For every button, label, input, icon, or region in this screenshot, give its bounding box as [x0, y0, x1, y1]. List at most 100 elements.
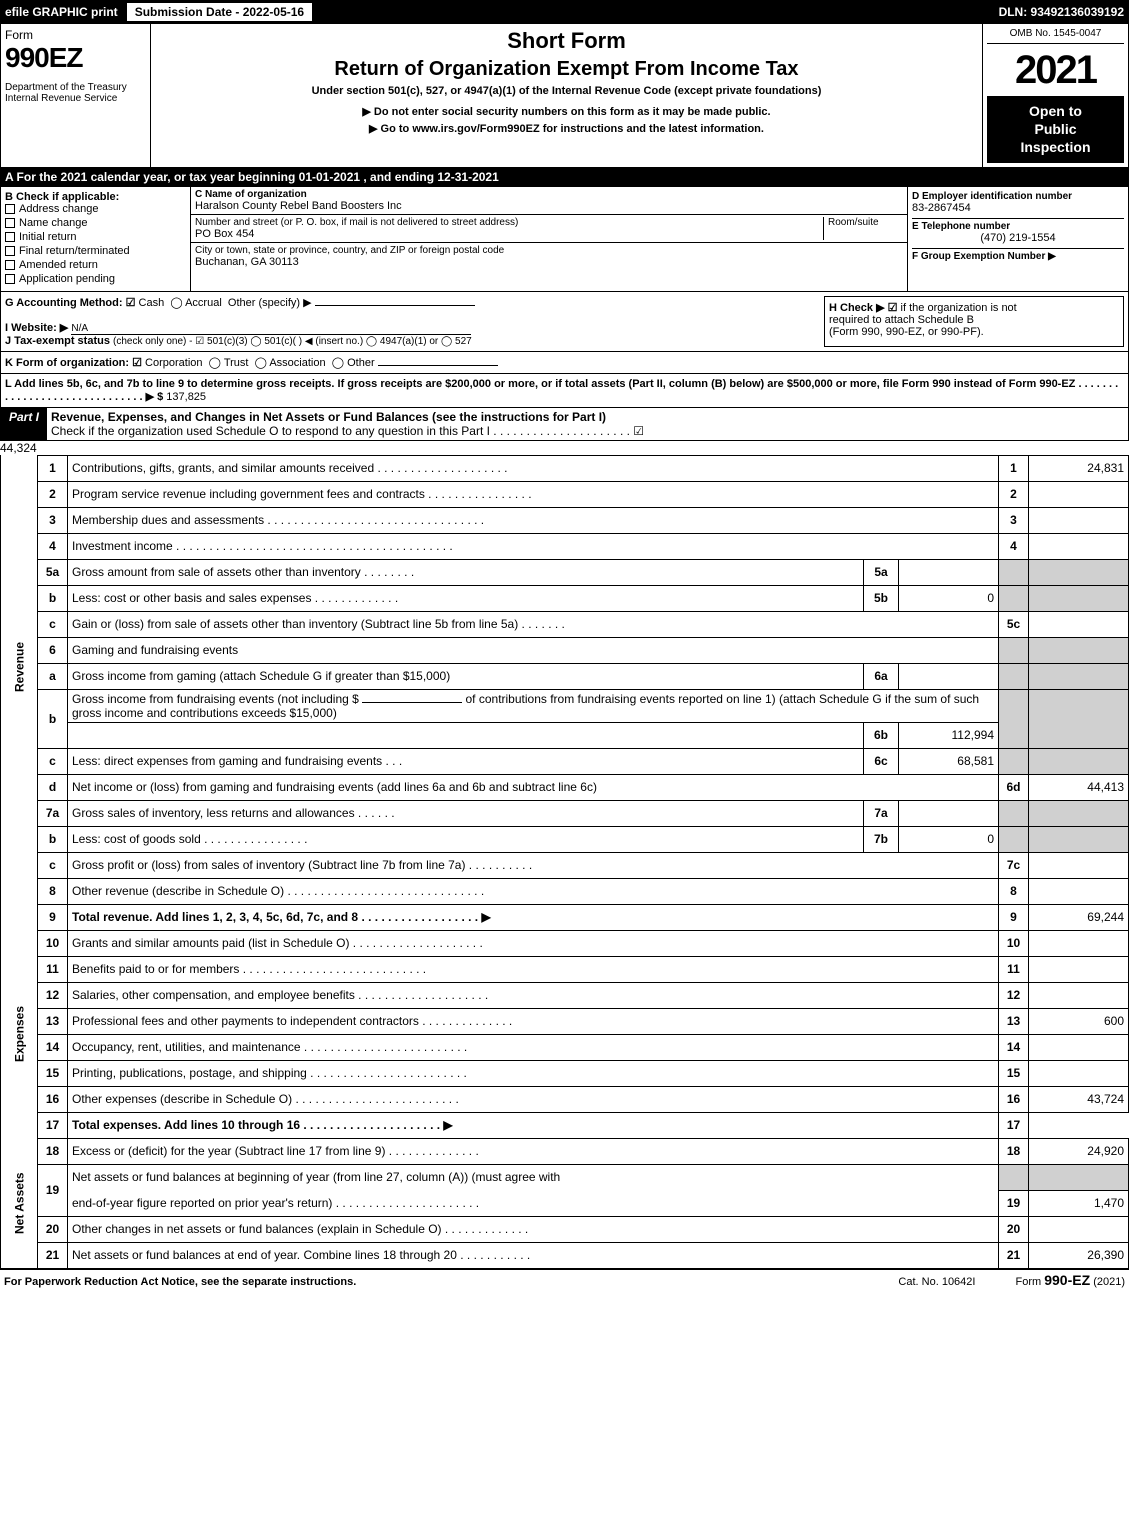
row-l: L Add lines 5b, 6c, and 7b to line 9 to … [0, 374, 1129, 408]
form-number: 990EZ [5, 42, 146, 74]
group-label: F Group Exemption Number ▶ [912, 248, 1124, 262]
table-row: Revenue 1Contributions, gifts, grants, a… [1, 455, 1129, 481]
table-row: 21Net assets or fund balances at end of … [1, 1242, 1129, 1268]
check-application-pending[interactable]: Application pending [5, 273, 186, 285]
checkbox-icon [5, 204, 15, 214]
net-assets-side-label: Net Assets [1, 1138, 38, 1268]
revenue-expenses-table: Revenue 1Contributions, gifts, grants, a… [0, 455, 1129, 1269]
table-row: Net Assets 18Excess or (deficit) for the… [1, 1138, 1129, 1164]
omb-number: OMB No. 1545-0047 [987, 28, 1124, 44]
open-public-line1: Open to [991, 102, 1120, 120]
form-header: Form 990EZ Department of the Treasury In… [0, 24, 1129, 168]
h-text3: (Form 990, 990-EZ, or 990-PF). [829, 326, 984, 338]
k-corp: Corporation [145, 357, 202, 369]
org-name-row: C Name of organization Haralson County R… [191, 187, 907, 215]
table-row: 13Professional fees and other payments t… [1, 1008, 1129, 1034]
footer-cat-no: Cat. No. 10642I [898, 1276, 975, 1288]
table-row: 17Total expenses. Add lines 10 through 1… [1, 1112, 1129, 1138]
g-cash: Cash [139, 297, 165, 309]
check-name-change[interactable]: Name change [5, 217, 186, 229]
section-a: A For the 2021 calendar year, or tax yea… [0, 168, 1129, 187]
table-row: aGross income from gaming (attach Schedu… [1, 663, 1129, 689]
city-row: City or town, state or province, country… [191, 243, 907, 270]
city-value: Buchanan, GA 30113 [195, 256, 903, 268]
title-column: Short Form Return of Organization Exempt… [151, 24, 983, 167]
phone-value: (470) 219-1554 [912, 232, 1124, 244]
k-trust: Trust [224, 357, 249, 369]
column-c: C Name of organization Haralson County R… [191, 187, 908, 291]
j-desc: (check only one) - ☑ 501(c)(3) ◯ 501(c)(… [113, 336, 472, 347]
table-row: cLess: direct expenses from gaming and f… [1, 748, 1129, 774]
table-row: end-of-year figure reported on prior yea… [1, 1190, 1129, 1216]
table-row: 8Other revenue (describe in Schedule O) … [1, 878, 1129, 904]
street-label: Number and street (or P. O. box, if mail… [195, 217, 823, 228]
table-row: 20Other changes in net assets or fund ba… [1, 1216, 1129, 1242]
table-row: 11Benefits paid to or for members . . . … [1, 956, 1129, 982]
top-bar: efile GRAPHIC print Submission Date - 20… [0, 0, 1129, 24]
table-row: dNet income or (loss) from gaming and fu… [1, 774, 1129, 800]
g-other-input[interactable] [315, 305, 475, 306]
check-address-change[interactable]: Address change [5, 203, 186, 215]
checkbox-icon [5, 218, 15, 228]
table-row: 4Investment income . . . . . . . . . . .… [1, 533, 1129, 559]
g-label: G Accounting Method: [5, 297, 123, 309]
return-title: Return of Organization Exempt From Incom… [155, 58, 978, 81]
no-ssn-warning: ▶ Do not enter social security numbers o… [155, 105, 978, 118]
row-h: H Check ▶ ☑ if the organization is not r… [824, 296, 1124, 347]
phone-label: E Telephone number [912, 218, 1124, 232]
part-1-label: Part I [1, 408, 47, 440]
h-text1: if the organization is not [901, 302, 1017, 314]
info-grid: B Check if applicable: Address change Na… [0, 187, 1129, 292]
dln-label: DLN: 93492136039192 [999, 5, 1124, 19]
under-section: Under section 501(c), 527, or 4947(a)(1)… [155, 85, 978, 97]
form-word: Form [5, 28, 146, 42]
table-row: 5aGross amount from sale of assets other… [1, 559, 1129, 585]
open-public-badge: Open to Public Inspection [987, 96, 1124, 163]
k-other-input[interactable] [378, 365, 498, 366]
checkbox-icon [5, 232, 15, 242]
j-label: J Tax-exempt status [5, 335, 110, 347]
k-assoc: Association [269, 357, 325, 369]
tax-year: 2021 [987, 50, 1124, 90]
table-row: bLess: cost or other basis and sales exp… [1, 585, 1129, 611]
i-label: I Website: ▶ [5, 322, 68, 334]
expenses-side-label: Expenses [1, 930, 38, 1138]
table-row: 6b112,994 [1, 722, 1129, 748]
table-row: bGross income from fundraising events (n… [1, 689, 1129, 722]
department: Department of the Treasury Internal Reve… [5, 82, 146, 104]
k-other: Other [347, 357, 375, 369]
check-mark-icon: ☑ [132, 357, 142, 369]
check-amended-return[interactable]: Amended return [5, 259, 186, 271]
form-column: Form 990EZ Department of the Treasury In… [1, 24, 151, 167]
check-mark-icon: ☑ [888, 302, 898, 314]
table-row: 15Printing, publications, postage, and s… [1, 1060, 1129, 1086]
page-footer: For Paperwork Reduction Act Notice, see … [0, 1269, 1129, 1290]
ein-value: 83-2867454 [912, 202, 1124, 214]
omb-column: OMB No. 1545-0047 2021 Open to Public In… [983, 24, 1128, 167]
table-row: 3Membership dues and assessments . . . .… [1, 507, 1129, 533]
room-label: Room/suite [823, 217, 903, 240]
table-row: 6Gaming and fundraising events [1, 637, 1129, 663]
org-name: Haralson County Rebel Band Boosters Inc [195, 200, 903, 212]
footer-left: For Paperwork Reduction Act Notice, see … [4, 1276, 858, 1288]
row-k: K Form of organization: ☑ Corporation ◯ … [0, 352, 1129, 374]
table-row: cGross profit or (loss) from sales of in… [1, 852, 1129, 878]
g-accrual: Accrual [185, 297, 222, 309]
l-value: 137,825 [166, 391, 206, 403]
part-1-title: Revenue, Expenses, and Changes in Net As… [47, 408, 1128, 440]
part-1-header: Part I Revenue, Expenses, and Changes in… [0, 408, 1129, 441]
goto-link[interactable]: ▶ Go to www.irs.gov/Form990EZ for instru… [155, 122, 978, 135]
street-row: Number and street (or P. O. box, if mail… [191, 215, 907, 243]
check-initial-return[interactable]: Initial return [5, 231, 186, 243]
g-other: Other (specify) ▶ [228, 297, 312, 309]
table-row: 9Total revenue. Add lines 1, 2, 3, 4, 5c… [1, 904, 1129, 930]
city-label: City or town, state or province, country… [195, 245, 903, 256]
b-label: B Check if applicable: [5, 191, 186, 203]
street-value: PO Box 454 [195, 228, 823, 240]
footer-right: Form 990-EZ (2021) [1015, 1272, 1125, 1288]
table-row: 19Net assets or fund balances at beginni… [1, 1164, 1129, 1190]
table-row: 2Program service revenue including gover… [1, 481, 1129, 507]
open-public-line3: Inspection [991, 138, 1120, 156]
checkbox-icon [5, 260, 15, 270]
check-final-return[interactable]: Final return/terminated [5, 245, 186, 257]
